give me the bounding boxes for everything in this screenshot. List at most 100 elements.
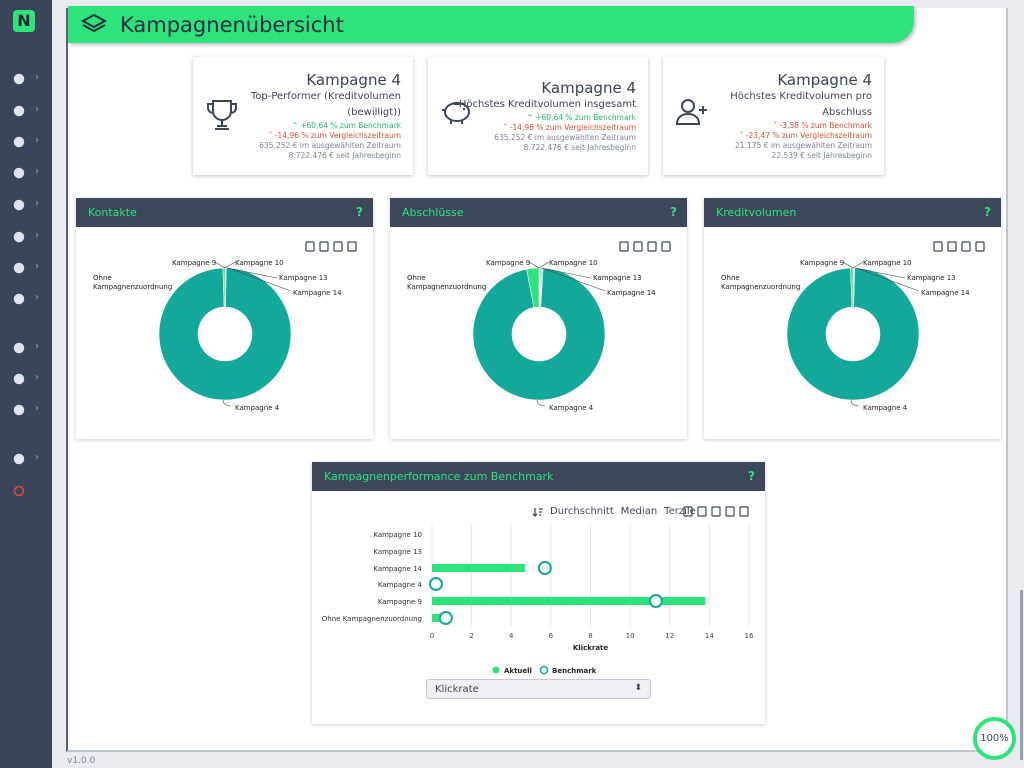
sidebar-item-check[interactable]: › [0,102,52,122]
kpi-campaign-name: Kampagne 4 [306,71,401,89]
metric-select[interactable]: Klickrate ⬍ [426,679,651,699]
kpi-period-delta: ˅ -14,96 % zum Vergleichszeitraum [268,131,401,140]
excel-icon [711,506,721,517]
category-label: Kampagne 9 [378,598,422,606]
print-icon [333,241,343,252]
donut-label-kampagne-9: Kampagne 9 [800,259,844,267]
leader-line [854,267,906,279]
x-tick-label: 0 [430,632,434,640]
donut-label-kampagne-14: Kampagne 14 [921,289,970,297]
id-card-icon [13,262,25,274]
pdf-icon [619,241,629,252]
lock-icon [13,373,25,385]
chevron-right-icon: › [35,72,39,83]
leader-line [536,399,546,407]
hand-coins-icon [13,167,25,179]
kpi-description-2: (bewilligt)) [347,107,401,118]
kpi-ytd-value: 8.722.476 € seit Jahresbeginn [523,143,636,152]
slice-kampagne-4 [472,267,606,401]
zoom-indicator[interactable]: 100% [973,717,1016,760]
panel-benchmark: Kampagnenperformance zum Benchmark ? [312,462,765,724]
panel-header: Kampagnenperformance zum Benchmark ? [312,462,765,491]
sidebar-item-calculator[interactable]: › [0,133,52,153]
x-tick-label: 10 [626,632,635,640]
option-durchschnitt[interactable]: Durchschnitt [550,506,614,517]
kpi-benchmark-delta: ^ +60,64 % zum Benchmark [291,121,401,130]
pdf-icon [305,241,315,252]
donut-label-kampagne-9: Kampagne 9 [172,259,216,267]
category-label: Kampagne 13 [373,548,422,556]
bar-aktuell [432,597,706,605]
kpi-period-value: 635.252 € im ausgewählten Zeitraum [494,133,636,142]
leader-line [850,399,860,407]
x-tick-label: 4 [509,632,514,640]
sidebar-item-filter[interactable]: › [0,70,52,90]
x-axis-label: Klickrate [573,644,609,652]
scrollbar[interactable] [1020,590,1023,760]
donut-label-ohne-2: Kampagnenzuordnung [721,283,800,291]
slice-ohne-kampagnenzuordnung [526,267,540,308]
chevron-right-icon: › [35,261,39,272]
help-icon[interactable]: ? [670,205,677,219]
bar-aktuell [432,614,442,622]
category-label: Ohne Kampagnenzuordnung [322,615,422,623]
point-benchmark [537,561,552,575]
kpi-benchmark-delta: ^ +60,64 % zum Benchmark [526,113,636,122]
help-icon[interactable]: ? [356,205,363,219]
version-label: v1.0.0 [67,756,96,766]
chevron-right-icon: › [35,230,39,241]
legend-marker-benchmark [539,665,549,675]
sidebar-item-lock[interactable]: › [0,370,52,390]
sidebar-item-play[interactable]: › [0,401,52,421]
app-logo[interactable]: N [13,10,35,32]
donut-label-kampagne-10: Kampagne 10 [235,259,284,267]
help-icon[interactable]: ? [984,205,991,219]
panel-title: Kampagnenperformance zum Benchmark [324,470,554,483]
kpi-campaign-name: Kampagne 4 [777,71,872,89]
sort-icon[interactable] [533,507,543,517]
sidebar-item-power[interactable] [0,482,52,502]
panel-header: Kontakte ? [76,198,373,227]
page-title: Kampagnenübersicht [120,13,344,37]
category-label: Kampagne 14 [373,565,422,573]
play-icon [13,404,25,416]
slice-kampagne-4 [786,267,920,401]
sidebar-item-hand-coins[interactable]: › [0,164,52,184]
sidebar-item-user[interactable]: › [0,450,52,470]
tools-icon [13,342,25,354]
sidebar-item-target[interactable]: › [0,228,52,248]
kpi-period-delta: ˅ -14,96 % zum Vergleichszeitraum [503,123,636,132]
sidebar-item-lightbulb[interactable]: › [0,196,52,216]
check-icon [13,105,25,117]
point-benchmark [428,577,443,591]
kpi-card-volume-per-deal: Kampagne 4 Höchstes Kreditvolumen pro Ab… [663,57,884,175]
donut-label-ohne: Ohne [93,274,112,282]
slice-ohne-kampagnenzuordnung [850,267,854,308]
donut-label-ohne-2: Kampagnenzuordnung [93,283,172,291]
donut-label-kampagne-9: Kampagne 9 [486,259,530,267]
layers-icon [80,13,108,33]
x-tick-label: 12 [665,632,674,640]
calculator-icon [13,136,25,148]
sidebar-item-id-card[interactable]: › [0,259,52,279]
legend-label-benchmark: Benchmark [552,667,597,675]
fullscreen-icon [347,241,357,252]
donut-label-kampagne-13: Kampagne 13 [279,274,328,282]
help-icon[interactable]: ? [748,469,755,483]
panel-title: Abschlüsse [402,206,464,219]
panel-header: Abschlüsse ? [390,198,687,227]
option-median[interactable]: Median [620,506,658,517]
sidebar: N › › › › › › › › › › › › [0,0,52,768]
leader-line [842,261,864,269]
donut-label-kampagne-10: Kampagne 10 [549,259,598,267]
chevron-right-icon: › [35,135,39,146]
kpi-description: Top-Performer (Kreditvolumen [250,91,401,102]
donut-label-ohne: Ohne [721,274,740,282]
kpi-description-2: Abschluss [822,107,872,118]
leader-line [227,267,292,292]
sidebar-item-eye[interactable]: › [0,290,52,310]
option-terzile[interactable]: Terzile [664,506,696,517]
x-tick-label: 2 [469,632,473,640]
category-label: Kampagne 10 [373,531,422,539]
sidebar-item-tools[interactable]: › [0,339,52,359]
